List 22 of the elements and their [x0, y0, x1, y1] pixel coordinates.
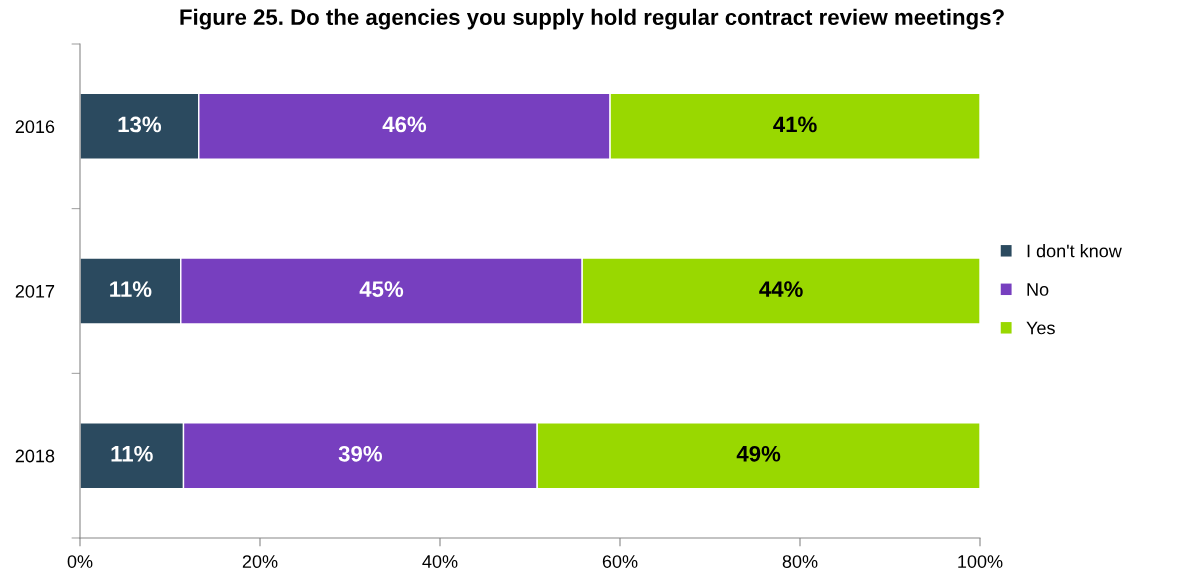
data-label: 45% — [359, 281, 404, 297]
data-label: 49% — [736, 445, 781, 462]
legend-label: I don't know — [1027, 244, 1122, 258]
data-label: 46% — [382, 116, 427, 133]
data-label: 44% — [759, 281, 803, 297]
y-tick-label: 2017 — [15, 284, 55, 298]
x-tick-label: 80% — [782, 555, 818, 568]
x-tick-label: 40% — [422, 555, 458, 568]
chart-title: Figure 25. Do the agencies you supply hold regular contract review meetings? — [180, 8, 1004, 30]
legend-label: No — [1027, 283, 1049, 296]
legend-label: Yes — [1026, 321, 1055, 335]
data-label: 13% — [118, 116, 162, 133]
y-tick-label: 2016 — [15, 120, 55, 134]
data-label: 39% — [338, 445, 382, 462]
y-tick-label: 2018 — [15, 449, 55, 463]
x-tick-label: 20% — [242, 555, 278, 568]
x-tick-label: 100% — [958, 555, 1003, 568]
data-label: 11% — [111, 445, 153, 462]
x-tick-label: 0% — [67, 555, 93, 568]
data-label: 11% — [110, 281, 152, 297]
data-label: 41% — [773, 116, 817, 133]
x-tick-label: 60% — [602, 555, 638, 568]
